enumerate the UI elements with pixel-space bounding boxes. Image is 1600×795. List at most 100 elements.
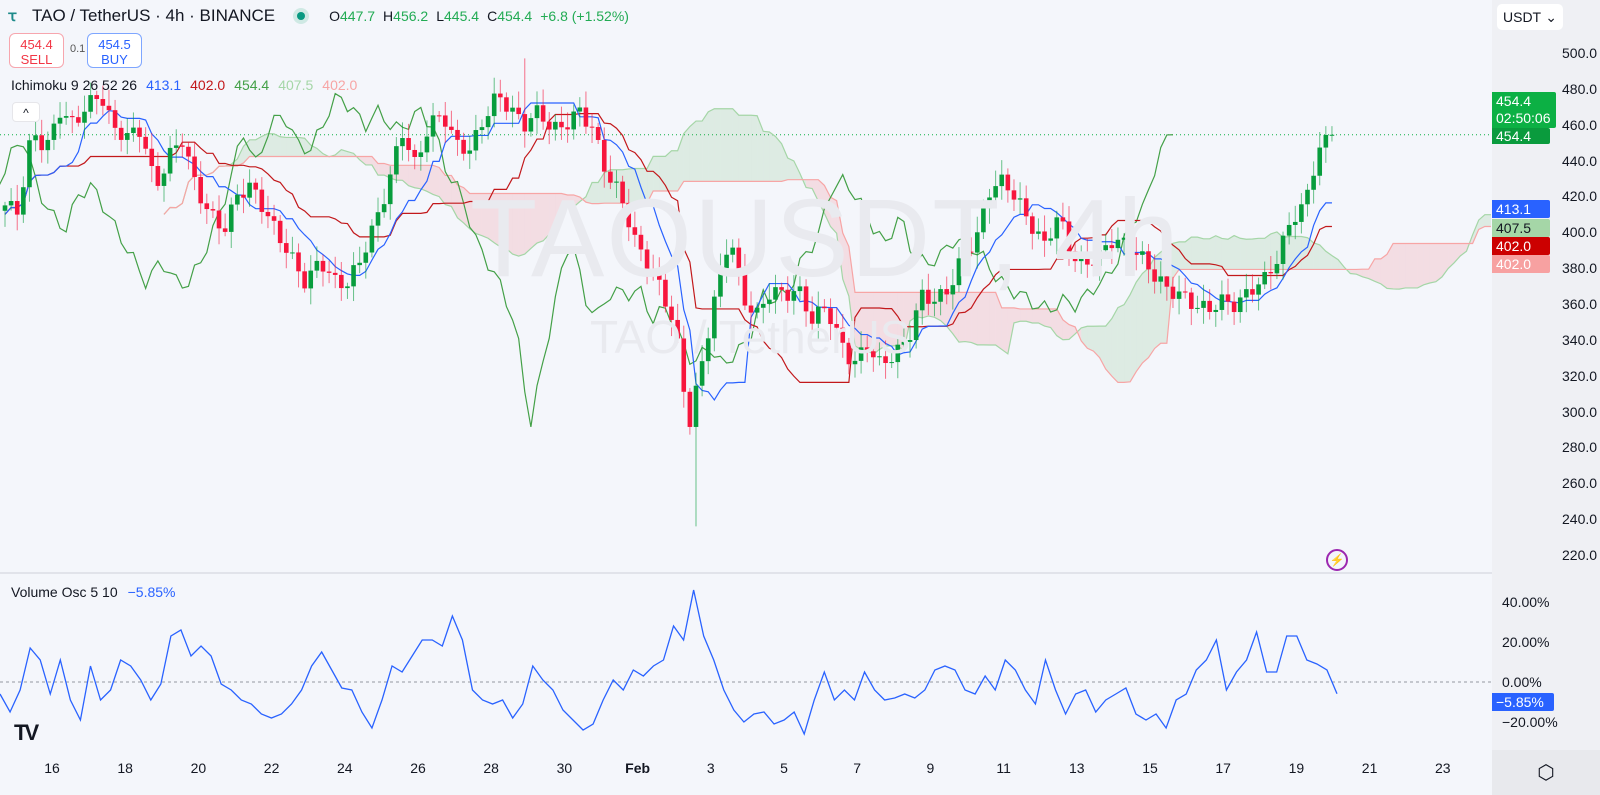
candle-up <box>1048 238 1053 241</box>
candle-down <box>675 319 680 339</box>
tradingview-logo[interactable]: TV <box>14 720 39 745</box>
ichimoku-cloud-segment <box>738 115 745 182</box>
ichimoku-cloud-segment <box>537 193 544 244</box>
ichimoku-cloud-segment <box>1062 319 1070 340</box>
candle-down <box>681 338 687 392</box>
ichimoku-cloud-segment <box>267 133 275 157</box>
ichimoku-cloud-segment <box>1417 243 1424 288</box>
ichimoku-cloud-segment <box>647 156 654 204</box>
candle-up <box>63 116 69 118</box>
candle-up <box>767 299 772 304</box>
volume-osc-pane[interactable] <box>0 574 1492 750</box>
ichimoku-cloud-segment <box>481 193 489 239</box>
candle-down <box>198 177 203 204</box>
candle-up <box>858 347 864 361</box>
ichimoku-cloud-segment <box>1185 237 1192 270</box>
ichimoku-cloud-segment <box>989 292 996 345</box>
ichimoku-cloud-segment <box>1362 269 1369 279</box>
candle-down <box>595 127 601 140</box>
candle-down <box>1072 251 1078 262</box>
candle-up <box>314 260 320 271</box>
ichimoku-cloud-segment <box>1215 235 1222 270</box>
candle-up <box>1311 175 1316 190</box>
ichimoku-cloud-segment <box>628 168 635 204</box>
ichimoku-cloud-segment <box>708 108 715 182</box>
volume-osc-tag: −5.85% <box>1492 693 1554 711</box>
ichimoku-cloud-segment <box>420 165 427 192</box>
candle-down <box>253 182 259 190</box>
lightning-icon[interactable]: ⚡ <box>1326 549 1348 571</box>
candle-up <box>950 285 956 295</box>
candle-down <box>846 342 852 365</box>
ichimoku-cloud-segment <box>965 292 972 343</box>
ichimoku-cloud-segment <box>543 193 550 241</box>
candle-up <box>27 140 32 188</box>
candle-down <box>1152 269 1157 282</box>
candle-up <box>999 174 1005 187</box>
ichimoku-legend[interactable]: Ichimoku 9 26 52 26 413.1 402.0 454.4 40… <box>11 77 357 93</box>
settings-hexagon-icon: ⬡ <box>1537 762 1555 784</box>
chart-settings-button[interactable]: ⬡ <box>1492 750 1600 795</box>
volume-tick-label: −20.00% <box>1502 714 1558 730</box>
candle-down <box>663 279 668 307</box>
currency-select[interactable]: USDT ⌄ <box>1497 4 1563 30</box>
candle-down <box>339 274 344 289</box>
span-a-value: 407.5 <box>278 77 314 93</box>
ichimoku-cloud-segment <box>445 175 452 207</box>
ichimoku-cloud-segment <box>549 193 556 235</box>
candle-down <box>638 234 644 250</box>
candle-up <box>1121 237 1127 240</box>
ichimoku-cloud-segment <box>1228 235 1235 270</box>
ichimoku-cloud-segment <box>1289 236 1296 270</box>
collapse-legend-button[interactable]: ^ <box>12 102 40 122</box>
spread-value: 0.1 <box>70 43 86 55</box>
ichimoku-cloud-segment <box>408 165 415 188</box>
buy-button[interactable]: 454.5 BUY <box>87 33 142 68</box>
ichimoku-cloud-segment <box>512 193 519 257</box>
volume-osc-legend[interactable]: Volume Osc 5 10 −5.85% <box>11 584 176 600</box>
candle-down <box>1250 289 1255 295</box>
candle-up <box>51 123 57 140</box>
candle-down <box>644 249 650 271</box>
candle-up <box>962 251 968 259</box>
symbol-title[interactable]: TAO / TetherUS · 4h · BINANCE <box>32 6 276 25</box>
candle-down <box>1189 292 1194 309</box>
ichimoku-cloud-segment <box>640 168 648 204</box>
volume-tick-label: 20.00% <box>1502 634 1550 650</box>
candle-down <box>210 209 216 211</box>
time-axis[interactable] <box>0 750 1492 795</box>
volume-tick-label: 40.00% <box>1502 594 1550 610</box>
candle-down <box>112 110 118 128</box>
symbol-header: ꚍ TAO / TetherUS · 4h · BINANCE O447.7 H… <box>8 6 629 26</box>
ichimoku-cloud-segment <box>286 137 293 157</box>
ichimoku-cloud-segment <box>494 193 501 247</box>
sell-button[interactable]: 454.4 SELL <box>9 33 64 68</box>
ichimoku-cloud-segment <box>1380 254 1387 289</box>
candle-down <box>1085 254 1090 265</box>
ichimoku-cloud-segment <box>1234 235 1241 270</box>
ichimoku-cloud-segment <box>1209 235 1216 270</box>
ichimoku-cloud-segment <box>1069 324 1076 340</box>
low-label: L <box>436 8 445 24</box>
candle-down <box>1109 245 1115 249</box>
ichimoku-cloud-segment <box>573 194 580 207</box>
date-tick-label: 21 <box>1361 760 1378 776</box>
candle-up <box>1097 250 1102 266</box>
ichimoku-cloud-segment <box>1313 242 1320 270</box>
tenkan-value: 413.1 <box>146 77 182 93</box>
candle-down <box>565 127 570 130</box>
candle-up <box>724 254 729 269</box>
candle-up <box>718 268 723 297</box>
candle-up <box>173 145 179 148</box>
candle-up <box>2 205 8 211</box>
ichimoku-cloud-segment <box>426 165 434 195</box>
candle-down <box>192 156 197 178</box>
price-pane[interactable] <box>0 0 1492 573</box>
candle-down <box>779 287 784 290</box>
candle-up <box>375 212 381 226</box>
candle-down <box>180 145 185 147</box>
ichimoku-cloud-segment <box>567 194 574 207</box>
candle-up <box>381 204 387 213</box>
bar-countdown: 02:50:06 <box>1496 110 1551 126</box>
pane-divider[interactable] <box>0 572 1600 574</box>
